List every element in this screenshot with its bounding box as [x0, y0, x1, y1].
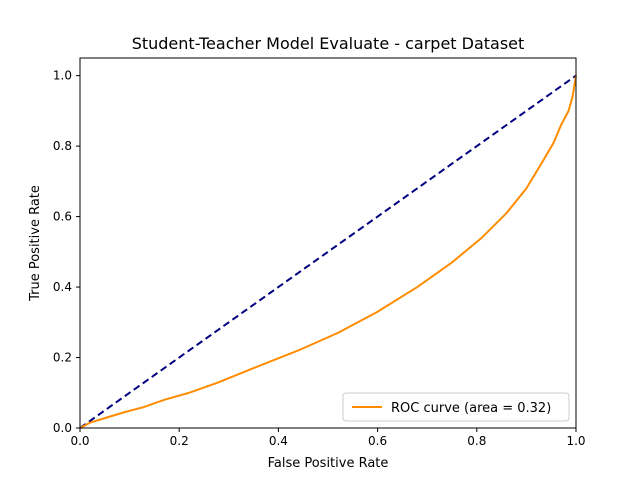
roc-curve-line	[79, 75, 577, 429]
x-tick-label: 0.6	[368, 434, 387, 448]
series-layer	[79, 74, 577, 429]
x-tick-label: 0.8	[467, 434, 486, 448]
y-ticks: 0.0 0.2 0.4 0.6 0.8 1.0	[53, 69, 80, 435]
x-tick-label: 0.4	[269, 434, 288, 448]
y-axis-label: True Positive Rate	[28, 185, 43, 302]
x-tick-label: 0.0	[70, 434, 89, 448]
plot-frame	[79, 57, 577, 429]
legend-box	[342, 392, 570, 422]
y-tick-label: 0.0	[53, 421, 72, 435]
x-tick-label: 1.0	[566, 434, 585, 448]
x-tick-label: 0.2	[170, 434, 189, 448]
chance-diagonal-line	[79, 74, 577, 429]
plot-area	[80, 58, 576, 428]
x-axis-label: False Positive Rate	[268, 456, 389, 471]
y-tick-label: 0.6	[53, 210, 72, 224]
y-tick-label: 0.2	[53, 351, 72, 365]
x-ticks: 0.0 0.2 0.4 0.6 0.8 1.0	[70, 428, 586, 448]
y-tick-label: 1.0	[53, 69, 72, 83]
legend: ROC curve (area = 0.32)	[342, 392, 570, 422]
y-tick-label: 0.8	[53, 139, 72, 153]
legend-label-roc: ROC curve (area = 0.32)	[391, 401, 551, 416]
y-tick-label: 0.4	[53, 280, 72, 294]
chart-title: Student-Teacher Model Evaluate - carpet …	[132, 34, 525, 53]
